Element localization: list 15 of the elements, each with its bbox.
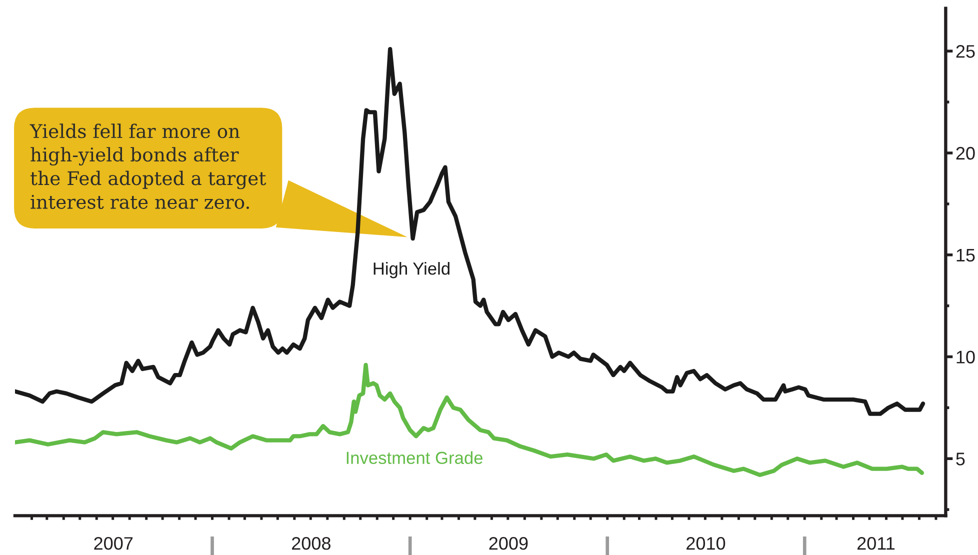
y-tick-label: 15 xyxy=(956,248,975,262)
x-tick-label: 2010 xyxy=(686,537,726,550)
line-series xyxy=(15,46,926,416)
series-label: High Yield xyxy=(374,262,450,278)
x-tick-label: 2011 xyxy=(857,537,895,550)
y-tick-label: 10 xyxy=(956,350,975,364)
x-tick-label: 2007 xyxy=(94,537,133,550)
series-label: Investment Grade xyxy=(346,451,482,464)
y-tick-label: 5 xyxy=(956,452,965,466)
annotation: Yields fell far more on high-yield bonds after the Fed adopted a target interest rate near zero. xyxy=(30,124,266,209)
line-series xyxy=(15,362,924,478)
x-tick-label: 2008 xyxy=(292,537,330,550)
y-tick-label: 20 xyxy=(956,146,975,160)
y-tick-label: 25 xyxy=(956,45,975,58)
x-tick-label: 2009 xyxy=(489,537,528,550)
